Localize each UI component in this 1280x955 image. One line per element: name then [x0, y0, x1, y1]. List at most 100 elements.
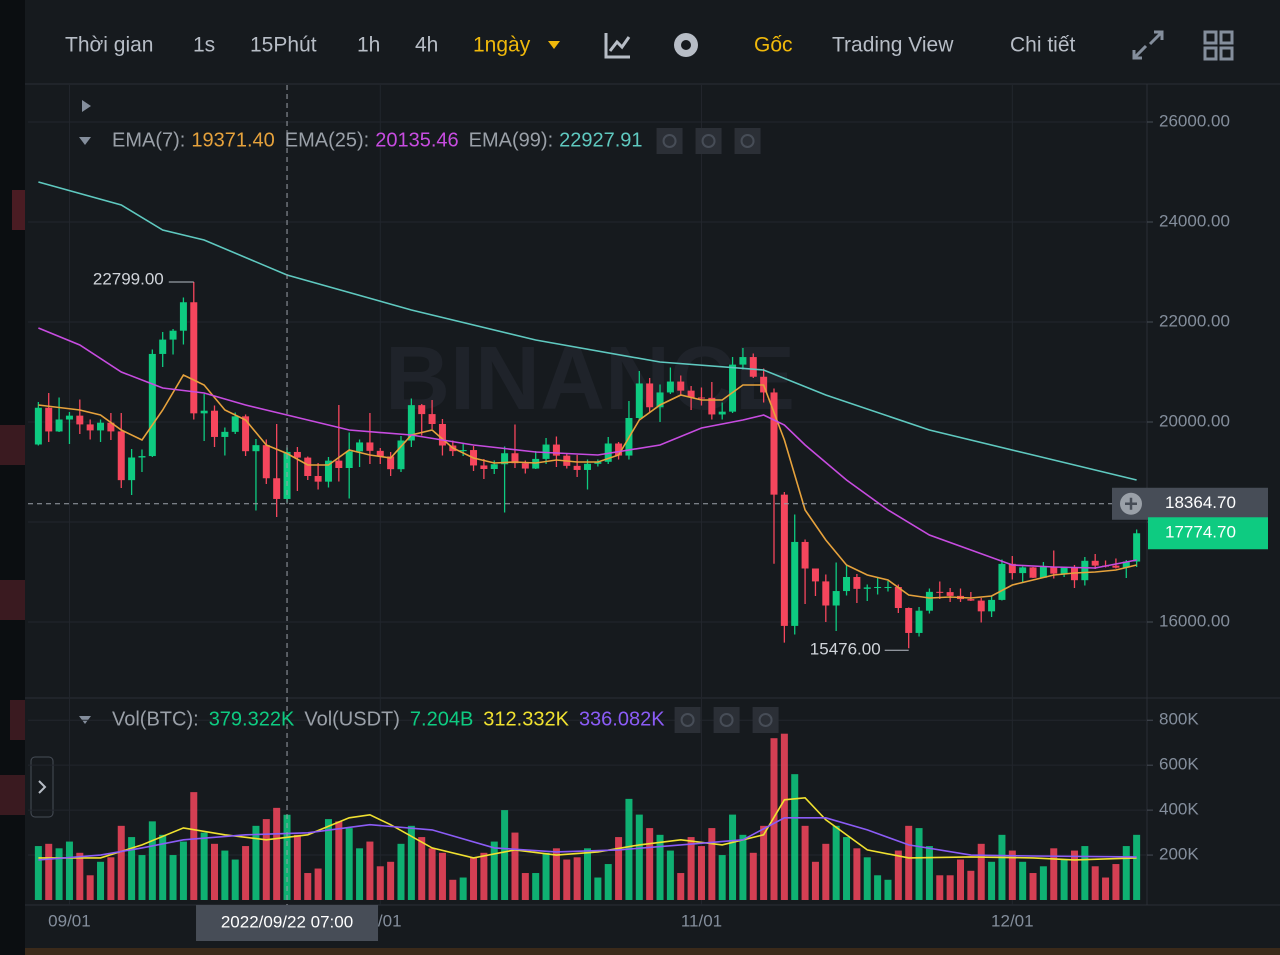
interval-tab[interactable]: Thời gian — [65, 34, 153, 57]
candle-body — [811, 568, 819, 582]
volume-bar — [407, 825, 415, 900]
legend-text: EMA(99): — [469, 129, 553, 151]
interval-tab[interactable]: 1ngày — [473, 34, 531, 57]
candle-body — [1112, 565, 1120, 568]
legend-eye-button[interactable] — [674, 707, 701, 733]
legend-gear-button[interactable] — [695, 128, 722, 154]
candle-body — [179, 302, 187, 331]
y-tick-label: 20000.00 — [1159, 411, 1230, 430]
volume-bar — [397, 843, 405, 900]
dropdown-icon[interactable] — [548, 41, 560, 49]
volume-bar — [335, 821, 343, 900]
legend-eye-icon[interactable] — [662, 134, 677, 148]
view-tab[interactable]: Chi tiết — [1010, 34, 1076, 57]
volume-bar — [128, 837, 136, 900]
legend-close-icon[interactable] — [740, 134, 755, 148]
volume-bar — [718, 855, 726, 900]
candle-body — [697, 397, 705, 399]
y-tick-label: 600K — [1159, 755, 1199, 774]
volume-bar — [998, 834, 1006, 900]
x-tick-label: 09/01 — [48, 911, 91, 930]
candle-body — [791, 541, 799, 626]
volume-bar — [811, 861, 819, 900]
bottom-bar — [25, 948, 1280, 955]
legend-gear-icon[interactable] — [701, 134, 716, 148]
volume-bar — [324, 819, 332, 900]
legend-text: 336.082K — [579, 708, 665, 730]
collapse-icon[interactable] — [79, 137, 91, 145]
candle-body — [314, 476, 322, 482]
candle-body — [117, 431, 125, 481]
candle-body — [366, 442, 374, 451]
legend-close-button[interactable] — [734, 128, 761, 154]
expand-icon[interactable] — [82, 100, 91, 112]
candle-body — [822, 581, 830, 606]
candle-body — [397, 440, 405, 470]
interval-tab[interactable]: 15Phút — [250, 34, 317, 57]
volume-bar — [449, 879, 457, 900]
volume-bar — [86, 875, 94, 900]
line-series — [38, 327, 1137, 569]
interval-tab[interactable]: 4h — [415, 34, 438, 57]
volume-bar — [501, 810, 509, 900]
volume-bar — [697, 846, 705, 900]
crosshair-y-label: 18364.70 — [1165, 493, 1236, 512]
candle-body — [169, 330, 177, 340]
candle-body — [1019, 567, 1027, 574]
view-tab[interactable]: Trading View — [832, 34, 954, 57]
candle-body — [511, 453, 519, 464]
volume-bar — [304, 873, 312, 900]
candle-body — [97, 422, 105, 431]
candle-body — [521, 463, 529, 469]
candle-body — [1050, 566, 1058, 574]
volume-bar — [138, 855, 146, 900]
volume-bar — [822, 843, 830, 900]
interval-tab[interactable]: 1h — [357, 34, 380, 57]
fullscreen-icon[interactable] — [1132, 30, 1164, 60]
volume-bar — [977, 843, 985, 900]
candle-body — [936, 591, 944, 593]
add-alert-plus[interactable] — [1125, 497, 1137, 510]
legend-close-icon[interactable] — [758, 713, 773, 727]
x-tick-label: 11/01 — [681, 911, 722, 930]
volume-bar — [65, 841, 73, 900]
legend-gear-button[interactable] — [713, 707, 740, 733]
view-tab[interactable]: Gốc — [754, 34, 793, 57]
volume-bar — [470, 857, 478, 900]
candle-body — [356, 442, 364, 452]
side-toggle[interactable] — [30, 756, 54, 818]
volume-bar — [677, 873, 685, 900]
interval-tab[interactable]: 1s — [193, 34, 215, 57]
volume-bar — [1070, 850, 1078, 900]
candle-body — [998, 563, 1006, 600]
legend-eye-icon[interactable] — [680, 713, 695, 727]
candle-body — [884, 587, 892, 588]
volume-bar — [262, 819, 270, 900]
volume-bar — [1081, 846, 1089, 900]
settings-icon[interactable] — [674, 33, 698, 57]
indicator-icon[interactable] — [604, 33, 631, 59]
side-mark — [0, 425, 25, 465]
volume-bar — [552, 848, 560, 900]
candle-body — [55, 419, 63, 432]
layout-icon[interactable] — [1203, 30, 1234, 61]
legend-text: 312.332K — [483, 708, 569, 730]
candle-body — [76, 415, 84, 425]
candle-body — [200, 410, 208, 414]
candle-body — [1008, 563, 1016, 574]
legend-eye-button[interactable] — [656, 128, 683, 154]
line-series — [38, 796, 1137, 861]
candle-body — [221, 431, 229, 437]
candle-body — [770, 392, 778, 495]
volume-bar — [34, 846, 42, 900]
volume-bar — [200, 832, 208, 900]
candle-body — [832, 591, 840, 606]
legend-gear-icon[interactable] — [719, 713, 734, 727]
candle-body — [252, 445, 260, 452]
volume-bar — [148, 821, 156, 900]
candle-body — [646, 383, 654, 408]
legend-text: 19371.40 — [191, 129, 274, 151]
volume-bar — [915, 828, 923, 900]
legend-close-button[interactable] — [752, 707, 779, 733]
